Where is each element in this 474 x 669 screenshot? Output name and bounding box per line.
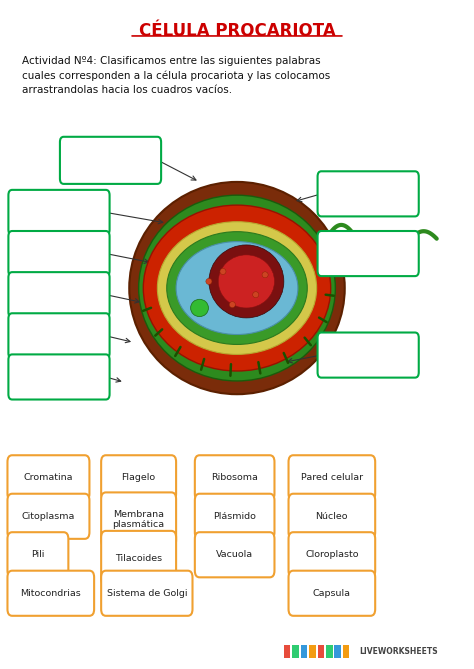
FancyBboxPatch shape <box>9 355 109 399</box>
Ellipse shape <box>157 221 317 355</box>
Ellipse shape <box>206 278 212 284</box>
FancyBboxPatch shape <box>8 494 90 539</box>
Text: LIVEWORKSHEETS: LIVEWORKSHEETS <box>359 647 438 656</box>
FancyBboxPatch shape <box>309 645 316 658</box>
FancyBboxPatch shape <box>289 533 375 577</box>
Ellipse shape <box>191 299 209 316</box>
Ellipse shape <box>129 182 345 394</box>
Text: Pared celular: Pared celular <box>301 473 363 482</box>
FancyBboxPatch shape <box>318 332 419 377</box>
FancyBboxPatch shape <box>289 494 375 539</box>
FancyBboxPatch shape <box>284 645 291 658</box>
Text: Plásmido: Plásmido <box>213 512 256 520</box>
FancyBboxPatch shape <box>289 571 375 615</box>
Ellipse shape <box>253 292 259 298</box>
Text: Cloroplasto: Cloroplasto <box>305 551 359 559</box>
FancyBboxPatch shape <box>9 272 109 317</box>
FancyBboxPatch shape <box>9 231 109 276</box>
Text: Pili: Pili <box>31 551 45 559</box>
Text: Citoplasma: Citoplasma <box>22 512 75 520</box>
Text: Núcleo: Núcleo <box>316 512 348 520</box>
FancyBboxPatch shape <box>326 645 333 658</box>
Text: Tilacoides: Tilacoides <box>115 553 162 563</box>
Ellipse shape <box>143 205 331 371</box>
FancyBboxPatch shape <box>101 531 176 585</box>
FancyBboxPatch shape <box>8 455 90 500</box>
FancyBboxPatch shape <box>318 645 324 658</box>
Ellipse shape <box>229 302 236 308</box>
Ellipse shape <box>176 242 298 334</box>
Ellipse shape <box>262 272 268 278</box>
Text: Vacuola: Vacuola <box>216 551 253 559</box>
Ellipse shape <box>209 245 284 318</box>
FancyBboxPatch shape <box>195 455 274 500</box>
FancyBboxPatch shape <box>101 455 176 500</box>
FancyBboxPatch shape <box>195 533 274 577</box>
FancyBboxPatch shape <box>101 492 176 547</box>
FancyBboxPatch shape <box>9 313 109 359</box>
FancyBboxPatch shape <box>60 136 161 184</box>
Text: Sistema de Golgi: Sistema de Golgi <box>107 589 187 597</box>
FancyBboxPatch shape <box>301 645 307 658</box>
Text: Ribosoma: Ribosoma <box>211 473 258 482</box>
Ellipse shape <box>138 195 336 381</box>
Text: CÉLULA PROCARIOTA: CÉLULA PROCARIOTA <box>138 21 336 39</box>
FancyBboxPatch shape <box>343 645 349 658</box>
Text: Capsula: Capsula <box>313 589 351 597</box>
Ellipse shape <box>167 231 307 345</box>
FancyBboxPatch shape <box>292 645 299 658</box>
Ellipse shape <box>218 255 274 308</box>
Text: Cromatina: Cromatina <box>24 473 73 482</box>
FancyBboxPatch shape <box>318 171 419 216</box>
Text: Actividad Nº4: Clasificamos entre las siguientes palabras
cuales corresponden a : Actividad Nº4: Clasificamos entre las si… <box>21 56 330 94</box>
Text: Membrana
plasmática: Membrana plasmática <box>112 510 164 529</box>
FancyBboxPatch shape <box>289 455 375 500</box>
FancyBboxPatch shape <box>335 645 341 658</box>
FancyBboxPatch shape <box>101 571 192 615</box>
FancyBboxPatch shape <box>9 190 109 235</box>
Ellipse shape <box>220 268 226 274</box>
Text: Flagelo: Flagelo <box>121 473 155 482</box>
Text: Mitocondrias: Mitocondrias <box>20 589 81 597</box>
FancyBboxPatch shape <box>318 231 419 276</box>
FancyBboxPatch shape <box>8 533 68 577</box>
FancyBboxPatch shape <box>195 494 274 539</box>
FancyBboxPatch shape <box>8 571 94 615</box>
